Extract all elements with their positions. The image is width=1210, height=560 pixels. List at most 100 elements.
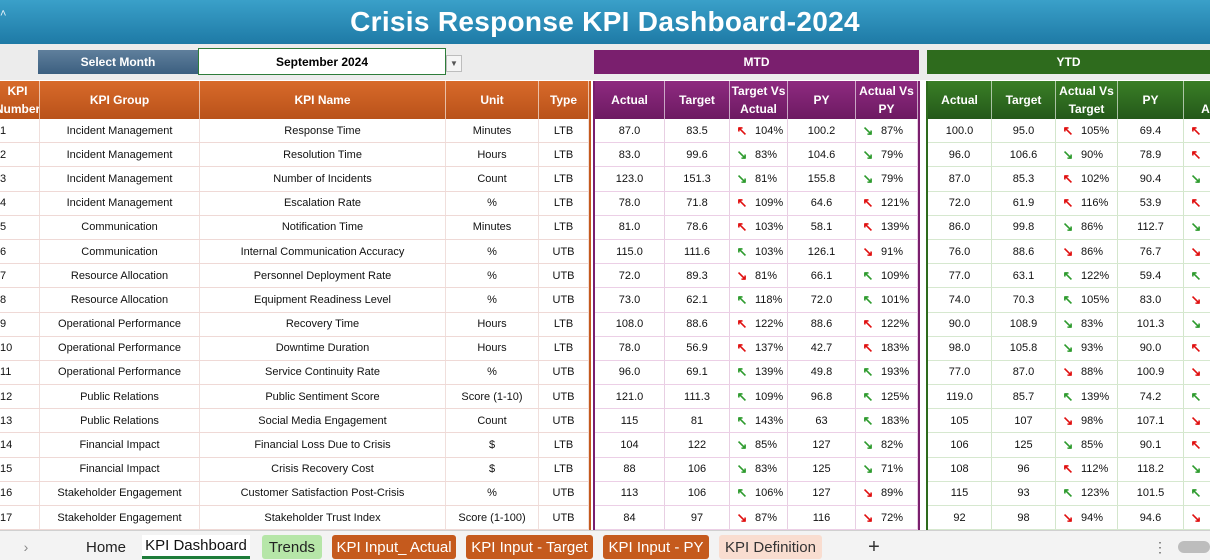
kpi-number: 9 (0, 312, 40, 336)
kpi-unit: Hours (446, 312, 539, 336)
percent-value: 102% (1081, 172, 1110, 185)
ytd-actual-vs-target: ↖ 112% (1056, 457, 1118, 481)
arrow-up-icon: ↖ (1062, 170, 1074, 186)
mtd-target: 99.6 (665, 143, 730, 167)
kpi-table-header: KPI Number KPI Group KPI Name Unit Type (0, 81, 589, 119)
mtd-target-vs-actual: ↖ 143% (730, 409, 788, 433)
ytd-actual-vs-target: ↘ 86% (1056, 239, 1118, 264)
kpi-number: 14 (0, 433, 40, 457)
mtd-actual: 121.0 (595, 385, 665, 409)
collapse-caret-icon[interactable]: ˄ (0, 8, 7, 20)
ytd-actual: 105 (928, 409, 992, 433)
kpi-name: Internal Communication Accuracy (200, 239, 446, 264)
arrow-up-icon: ↖ (1190, 146, 1202, 162)
ytd-target: 61.9 (992, 191, 1056, 215)
ytd-target: 87.0 (992, 360, 1056, 385)
kpi-number: 16 (0, 481, 40, 505)
month-dropdown-icon[interactable]: ▼ (446, 55, 462, 72)
kpi-unit: Minutes (446, 215, 539, 239)
kpi-row: 13 Public Relations Social Media Engagemen… (0, 409, 589, 434)
month-selector[interactable]: September 2024 (198, 48, 446, 75)
percent-value: 85% (755, 439, 778, 452)
ytd-actual-vs-target: ↘ 94% (1056, 506, 1118, 530)
mtd-row: 87.0 83.5 ↖ 104% 100.2 ↘ 87% (595, 119, 918, 144)
mtd-actual: 113 (595, 481, 665, 505)
ytd-row: 100.0 95.0 ↖ 105% 69.4 ↖ (928, 119, 1210, 144)
percent-value: 81% (755, 269, 778, 282)
add-sheet-button[interactable]: + (868, 535, 880, 558)
col-kpi-group: KPI Group (40, 81, 200, 119)
ytd-target: 125 (992, 433, 1056, 457)
arrow-up-icon: ↖ (1190, 195, 1202, 211)
mtd-row: 123.0 151.3 ↘ 81% 155.8 ↘ 79% (595, 167, 918, 192)
scroll-tabs-icon[interactable]: › (23, 539, 29, 555)
mtd-actual-vs-py: ↖ 109% (856, 264, 918, 288)
kpi-group: Public Relations (40, 385, 200, 409)
percent-value: 143% (755, 414, 784, 427)
mtd-target-vs-actual: ↖ 118% (730, 288, 788, 312)
mtd-table: Actual Target Target Vs Actual PY Actual… (593, 81, 920, 531)
horizontal-scrollbar[interactable] (1178, 541, 1210, 553)
dashboard-title: Crisis Response KPI Dashboard-2024 (350, 6, 860, 37)
mtd-target-vs-actual: ↖ 103% (730, 215, 788, 239)
tab-home[interactable]: Home (85, 538, 126, 556)
mtd-target-vs-actual: ↖ 106% (730, 481, 788, 505)
arrow-down-icon: ↘ (736, 509, 748, 525)
mtd-target-vs-actual: ↖ 109% (730, 385, 788, 409)
tab-trends[interactable]: Trends (262, 535, 322, 559)
arrow-down-icon: ↘ (1062, 412, 1074, 428)
percent-value: 116% (1081, 197, 1109, 210)
ytd-col-py-actual: PY Actual (1184, 81, 1210, 119)
kpi-row: 5 Communication Notification Time Minutes LT… (0, 215, 589, 240)
kpi-name: Personnel Deployment Rate (200, 264, 446, 288)
kpi-number: 10 (0, 336, 40, 360)
arrow-down-icon: ↘ (1062, 509, 1074, 525)
percent-value: 109% (881, 269, 910, 282)
tab-kpi-input-target[interactable]: KPI Input - Target (466, 535, 593, 559)
kpi-row: 14 Financial Impact Financial Loss Due to … (0, 433, 589, 458)
ytd-actual-vs-target: ↘ 85% (1056, 433, 1118, 457)
kpi-row: 1 Incident Management Response Time Minutes… (0, 119, 589, 144)
ytd-actual-vs-target: ↖ 116% (1056, 191, 1118, 215)
ytd-actual-vs-target: ↖ 122% (1056, 264, 1118, 288)
percent-value: 87% (755, 511, 778, 524)
mtd-actual: 81.0 (595, 215, 665, 239)
kpi-row: 10 Operational Performance Downtime Durati… (0, 336, 589, 361)
ytd-row: 96.0 106.6 ↘ 90% 78.9 ↖ (928, 143, 1210, 168)
kpi-row: 9 Operational Performance Recovery Time Hou… (0, 312, 589, 337)
mtd-actual-vs-py: ↘ 91% (856, 239, 918, 264)
kpi-row: 17 Stakeholder Engagement Stakeholder Trus… (0, 506, 589, 531)
ytd-py-vs-actual: ↘ (1184, 506, 1210, 529)
percent-value: 122% (881, 318, 910, 331)
mtd-py: 63 (788, 409, 856, 433)
arrow-down-icon: ↘ (1062, 219, 1074, 235)
ytd-actual: 77.0 (928, 360, 992, 385)
kpi-type: UTB (539, 264, 589, 288)
arrow-up-icon: ↖ (736, 412, 748, 428)
kpi-row: 7 Resource Allocation Personnel Deployment… (0, 264, 589, 289)
percent-value: 86% (1081, 245, 1104, 258)
mtd-actual-vs-py: ↘ 89% (856, 481, 918, 505)
mtd-target-vs-actual: ↖ 109% (730, 191, 788, 215)
percent-value: 79% (881, 172, 904, 185)
tab-kpi-input-actual[interactable]: KPI Input_ Actual (332, 535, 456, 559)
mtd-target: 88.6 (665, 312, 730, 336)
ytd-actual: 98.0 (928, 336, 992, 360)
percent-value: 82% (881, 439, 904, 452)
percent-value: 118% (755, 293, 783, 306)
mtd-py: 126.1 (788, 239, 856, 264)
tab-kpi-definition[interactable]: KPI Definition (719, 535, 822, 559)
kpi-type: LTB (539, 143, 589, 167)
kpi-group: Operational Performance (40, 312, 200, 336)
ytd-actual-vs-target: ↘ 83% (1056, 312, 1118, 336)
arrow-down-icon: ↘ (1062, 437, 1074, 453)
tab-kpi-dashboard[interactable]: KPI Dashboard (142, 535, 250, 559)
ytd-col-py: PY (1118, 81, 1184, 119)
ytd-target: 85.3 (992, 167, 1056, 191)
mtd-row: 81.0 78.6 ↖ 103% 58.1 ↖ 139% (595, 215, 918, 240)
tab-kpi-input-py[interactable]: KPI Input - PY (603, 535, 709, 559)
mtd-target: 106 (665, 481, 730, 505)
kpi-name: Equipment Readiness Level (200, 288, 446, 312)
more-options-icon[interactable]: ⋮ (1153, 538, 1167, 555)
ytd-py: 100.9 (1118, 360, 1184, 385)
